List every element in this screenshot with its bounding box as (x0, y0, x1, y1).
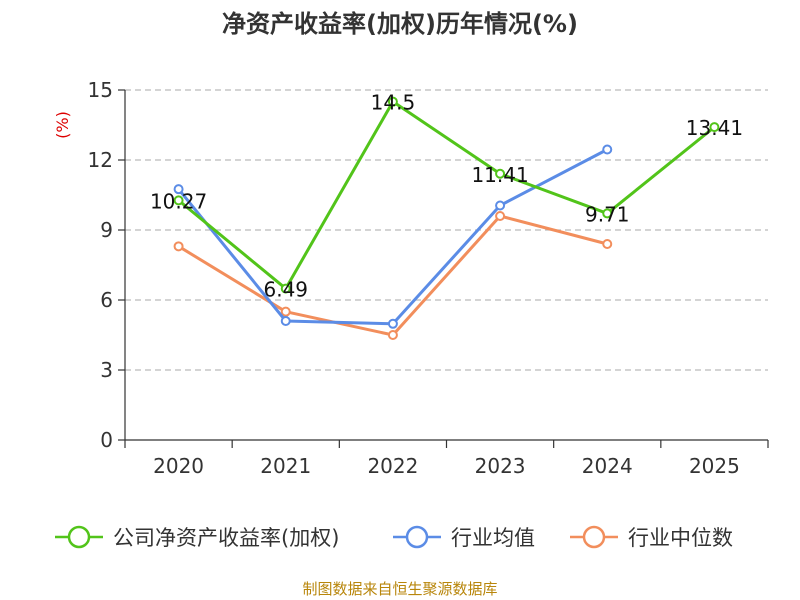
data-label: 11.41 (471, 163, 528, 187)
chart-title: 净资产收益率(加权)历年情况(%) (222, 10, 578, 38)
y-tick-label: 0 (100, 428, 113, 452)
data-point (280, 306, 291, 317)
data-labels: 10.27 6.49 14.5 11.41 9.71 13.41 (150, 91, 743, 302)
series-line (177, 100, 716, 291)
data-point (173, 195, 184, 206)
y-tick-label: 9 (100, 218, 113, 242)
y-tick-label: 6 (100, 288, 113, 312)
data-point (173, 241, 184, 252)
series-layer (173, 96, 720, 340)
data-point (387, 96, 398, 107)
series-line (177, 214, 608, 337)
data-point (602, 208, 613, 219)
data-point (280, 316, 291, 326)
y-tick-label: 3 (100, 358, 113, 382)
axes: 0 3 6 9 12 15 (%) 2020 2021 2022 2023 2024 2025 (53, 78, 769, 478)
data-point (387, 318, 398, 329)
source-note: 制图数据来自恒生聚源数据库 (302, 580, 498, 598)
data-point (173, 184, 184, 195)
grid-lines (125, 89, 768, 371)
legend-label: 行业中位数 (628, 526, 733, 550)
legend-label: 行业均值 (451, 526, 535, 550)
data-label: 14.5 (371, 91, 416, 115)
legend-marker (405, 525, 429, 549)
data-label: 9.71 (585, 202, 630, 226)
data-point (495, 168, 506, 179)
legend-label: 公司净资产收益率(加权) (113, 526, 339, 550)
x-tick-label: 2021 (260, 454, 311, 478)
data-point (387, 330, 398, 340)
data-point (495, 200, 506, 211)
y-axis-label: (%) (53, 111, 72, 139)
x-tick-label: 2023 (475, 454, 526, 478)
legend-marker (582, 525, 606, 549)
data-point (602, 144, 613, 155)
data-label: 10.27 (150, 189, 207, 213)
data-label: 6.49 (263, 278, 308, 302)
data-point (495, 211, 506, 221)
data-point (280, 283, 291, 294)
x-tick-label: 2020 (153, 454, 204, 478)
legend[interactable]: 公司净资产收益率(加权) 行业均值 行业中位数 (55, 525, 733, 550)
y-tick-label: 15 (88, 78, 113, 102)
series-line (177, 148, 608, 326)
data-point (709, 122, 720, 133)
data-point (602, 239, 613, 249)
x-tick-label: 2022 (367, 454, 418, 478)
x-tick-label: 2025 (689, 454, 740, 478)
data-label: 13.41 (686, 116, 743, 140)
legend-marker (67, 525, 91, 549)
y-tick-label: 12 (88, 148, 113, 172)
x-tick-label: 2024 (582, 454, 633, 478)
